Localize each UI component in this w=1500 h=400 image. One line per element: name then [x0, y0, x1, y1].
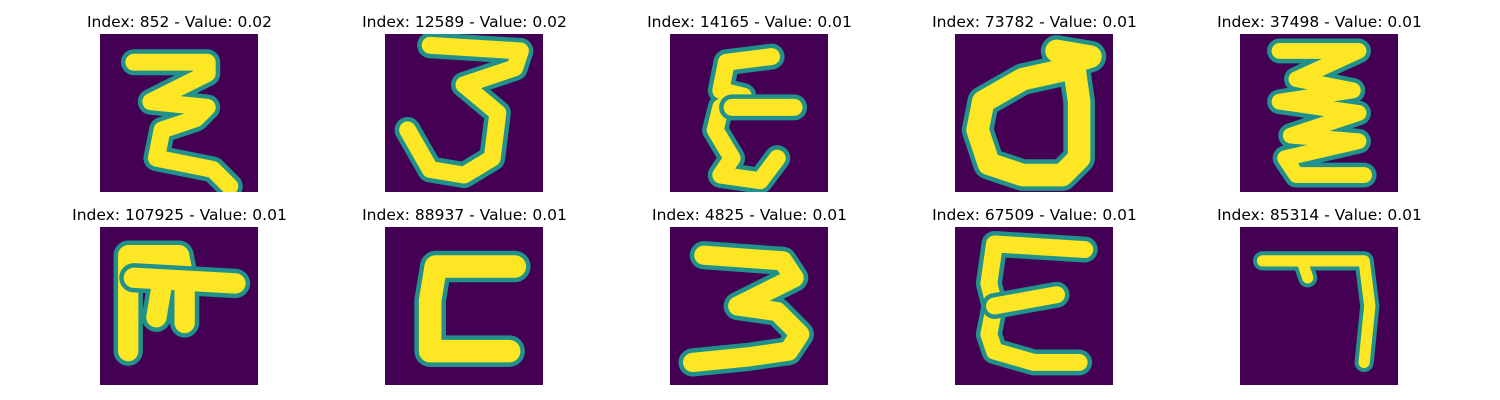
panel-title: Index: 85314 - Value: 0.01 [1217, 206, 1422, 224]
panel-title: Index: 12589 - Value: 0.02 [362, 13, 567, 31]
handwritten-glyph-image [955, 34, 1113, 192]
grid-panel: Index: 73782 - Value: 0.01 [892, 12, 1177, 202]
handwritten-glyph-image [385, 227, 543, 385]
handwritten-glyph-image [100, 227, 258, 385]
glyph-stroke [1271, 43, 1373, 183]
panel-title: Index: 73782 - Value: 0.01 [932, 13, 1137, 31]
handwritten-glyph-image [1240, 227, 1398, 385]
glyph-stroke [706, 48, 786, 190]
grid-panel: Index: 88937 - Value: 0.01 [322, 205, 607, 395]
glyph-stroke [1256, 255, 1376, 369]
glyph-stroke [966, 39, 1102, 187]
handwritten-glyph-image [1240, 34, 1398, 192]
glyph-crossbar [986, 286, 1066, 315]
panel-title: Index: 107925 - Value: 0.01 [72, 206, 287, 224]
panel-title: Index: 88937 - Value: 0.01 [362, 206, 567, 224]
panel-title: Index: 37498 - Value: 0.01 [1217, 13, 1422, 31]
handwritten-glyph-image [670, 227, 828, 385]
grid-panel: Index: 14165 - Value: 0.01 [607, 12, 892, 202]
glyph-stroke [418, 255, 527, 363]
grid-panel: Index: 85314 - Value: 0.01 [1177, 205, 1462, 395]
grid-panel: Index: 4825 - Value: 0.01 [607, 205, 892, 395]
panel-title: Index: 67509 - Value: 0.01 [932, 206, 1137, 224]
handwritten-glyph-image [955, 227, 1113, 385]
grid-panel: Index: 12589 - Value: 0.02 [322, 12, 607, 202]
panel-title: Index: 14165 - Value: 0.01 [647, 13, 852, 31]
handwritten-glyph-image [670, 34, 828, 192]
handwritten-glyph-image [385, 34, 543, 192]
glyph-stroke [682, 245, 810, 373]
glyph-stroke [980, 235, 1094, 371]
grid-panel: Index: 852 - Value: 0.02 [37, 12, 322, 202]
glyph-crossbar [123, 267, 246, 334]
glyph-stroke [399, 36, 529, 184]
handwritten-glyph-image [100, 34, 258, 192]
panel-title: Index: 852 - Value: 0.02 [86, 13, 273, 31]
grid-panel: Index: 67509 - Value: 0.01 [892, 205, 1177, 395]
grid-panel: Index: 107925 - Value: 0.01 [37, 205, 322, 395]
panel-title: Index: 4825 - Value: 0.01 [652, 206, 847, 224]
grid-panel: Index: 37498 - Value: 0.01 [1177, 12, 1462, 202]
glyph-stroke [125, 53, 239, 192]
